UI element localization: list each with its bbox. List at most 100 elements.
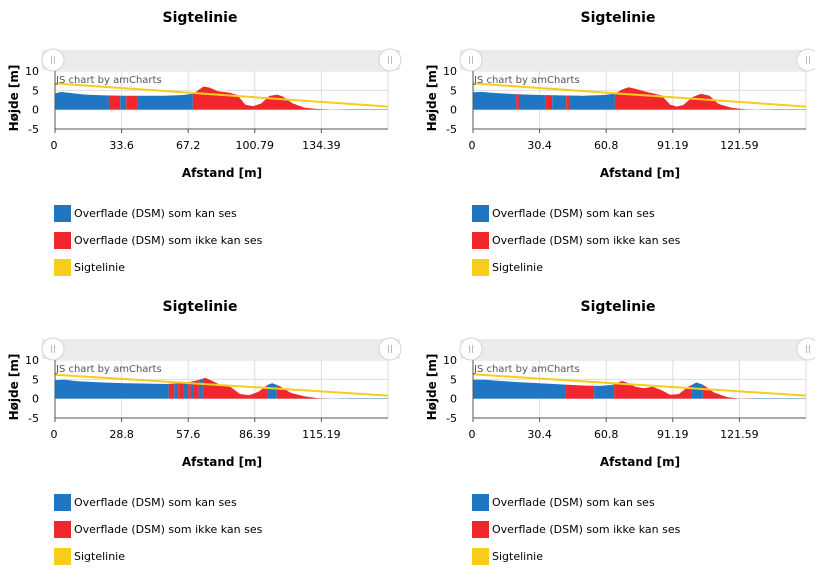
x-tick-label: 86.39 (239, 428, 271, 441)
legend-item[interactable]: Overflade (DSM) som ikke kan ses (54, 227, 262, 254)
x-tick-label: 28.8 (109, 428, 134, 441)
x-tick-label: 0 (469, 428, 476, 441)
y-tick-label: 5 (450, 84, 457, 97)
legend-label: Overflade (DSM) som ikke kan ses (492, 523, 680, 536)
x-tick-label: 91.19 (657, 139, 689, 152)
y-tick-label: 10 (443, 65, 457, 78)
terrain-visible-area (473, 380, 566, 399)
legend-swatch (54, 494, 71, 511)
scrollbar-left-grip[interactable] (460, 49, 482, 71)
legend-item[interactable]: Overflade (DSM) som kan ses (54, 200, 262, 227)
legend-item[interactable]: Overflade (DSM) som kan ses (472, 200, 680, 227)
y-axis-label: Højde [m] (7, 65, 21, 132)
terrain-visible-area (473, 92, 516, 110)
legend-label: Overflade (DSM) som ikke kan ses (492, 234, 680, 247)
legend-swatch (472, 232, 489, 249)
x-tick-label: 30.4 (527, 139, 552, 152)
terrain-visible-area (594, 384, 614, 398)
terrain-visible-area (55, 380, 169, 399)
x-tick-label: 100.79 (236, 139, 275, 152)
legend-label: Overflade (DSM) som ikke kan ses (74, 234, 262, 247)
legend-item[interactable]: Sigtelinie (54, 254, 262, 281)
terrain-hidden-area (178, 383, 183, 399)
y-axis-label: Højde [m] (425, 354, 439, 421)
zoom-scrollbar[interactable] (460, 339, 815, 359)
terrain-hidden-area (109, 95, 120, 109)
x-tick-label: 33.6 (109, 139, 134, 152)
terrain-visible-area (691, 383, 702, 399)
legend-item[interactable]: Overflade (DSM) som kan ses (472, 489, 680, 516)
terrain-visible-area (519, 94, 546, 109)
scrollbar-right-grip[interactable] (797, 338, 815, 360)
amcharts-credit[interactable]: JS chart by amCharts (55, 364, 162, 375)
y-tick-label: -5 (28, 123, 39, 136)
legend-label: Overflade (DSM) som kan ses (492, 496, 655, 509)
legend-item[interactable]: Sigtelinie (472, 254, 680, 281)
legend-item[interactable]: Overflade (DSM) som kan ses (54, 489, 262, 516)
scrollbar-left-grip[interactable] (42, 338, 64, 360)
legend-item[interactable]: Overflade (DSM) som ikke kan ses (472, 227, 680, 254)
x-tick-label: 121.59 (720, 428, 759, 441)
x-tick-label: 67.2 (176, 139, 201, 152)
legend: Overflade (DSM) som kan ses Overflade (DS… (472, 489, 680, 570)
legend-label: Sigtelinie (74, 550, 125, 563)
terrain-visible-area (267, 383, 276, 398)
legend-label: Overflade (DSM) som kan ses (492, 207, 655, 220)
x-tick-label: 115.19 (302, 428, 341, 441)
y-tick-label: -5 (446, 123, 457, 136)
y-tick-label: 10 (25, 354, 39, 367)
zoom-scrollbar[interactable] (42, 50, 400, 70)
x-tick-label: 60.8 (594, 428, 619, 441)
y-tick-label: 10 (25, 65, 39, 78)
legend-item[interactable]: Overflade (DSM) som ikke kan ses (54, 516, 262, 543)
terrain-hidden-area (566, 385, 595, 399)
y-tick-label: 5 (32, 373, 39, 386)
y-tick-label: 0 (450, 393, 457, 406)
legend-item[interactable]: Overflade (DSM) som ikke kan ses (472, 516, 680, 543)
legend: Overflade (DSM) som kan ses Overflade (DS… (54, 489, 262, 570)
x-tick-label: 121.59 (720, 139, 759, 152)
y-tick-label: 0 (32, 393, 39, 406)
x-tick-label: 134.39 (302, 139, 341, 152)
legend: Overflade (DSM) som kan ses Overflade (DS… (54, 200, 262, 281)
y-tick-label: 10 (443, 354, 457, 367)
y-tick-label: -5 (446, 412, 457, 425)
zoom-scrollbar[interactable] (42, 339, 400, 359)
terrain-hidden-area (546, 95, 553, 110)
x-axis-label: Afstand [m] (600, 455, 680, 469)
legend-swatch (54, 259, 71, 276)
amcharts-credit[interactable]: JS chart by amCharts (473, 75, 580, 86)
y-tick-label: 5 (32, 84, 39, 97)
scrollbar-left-grip[interactable] (42, 49, 64, 71)
legend-swatch (472, 521, 489, 538)
x-axis-label: Afstand [m] (600, 166, 680, 180)
y-axis-label: Højde [m] (425, 65, 439, 132)
legend-swatch (54, 521, 71, 538)
legend-label: Sigtelinie (74, 261, 125, 274)
y-axis-label: Højde [m] (7, 354, 21, 421)
scrollbar-right-grip[interactable] (797, 49, 815, 71)
legend-item[interactable]: Sigtelinie (472, 543, 680, 570)
legend-item[interactable]: Sigtelinie (54, 543, 262, 570)
x-axis-label: Afstand [m] (182, 455, 262, 469)
terrain-visible-area (120, 96, 126, 110)
x-tick-label: 60.8 (594, 139, 619, 152)
scrollbar-right-grip[interactable] (379, 49, 401, 71)
scrollbar-left-grip[interactable] (460, 338, 482, 360)
legend-label: Sigtelinie (492, 550, 543, 563)
legend: Overflade (DSM) som kan ses Overflade (DS… (472, 200, 680, 281)
scrollbar-right-grip[interactable] (379, 338, 401, 360)
terrain-hidden-area (566, 95, 569, 109)
legend-label: Overflade (DSM) som ikke kan ses (74, 523, 262, 536)
amcharts-credit[interactable]: JS chart by amCharts (473, 364, 580, 375)
zoom-scrollbar[interactable] (460, 50, 815, 70)
amcharts-credit[interactable]: JS chart by amCharts (55, 75, 162, 86)
legend-swatch (472, 205, 489, 222)
y-tick-label: 5 (450, 373, 457, 386)
